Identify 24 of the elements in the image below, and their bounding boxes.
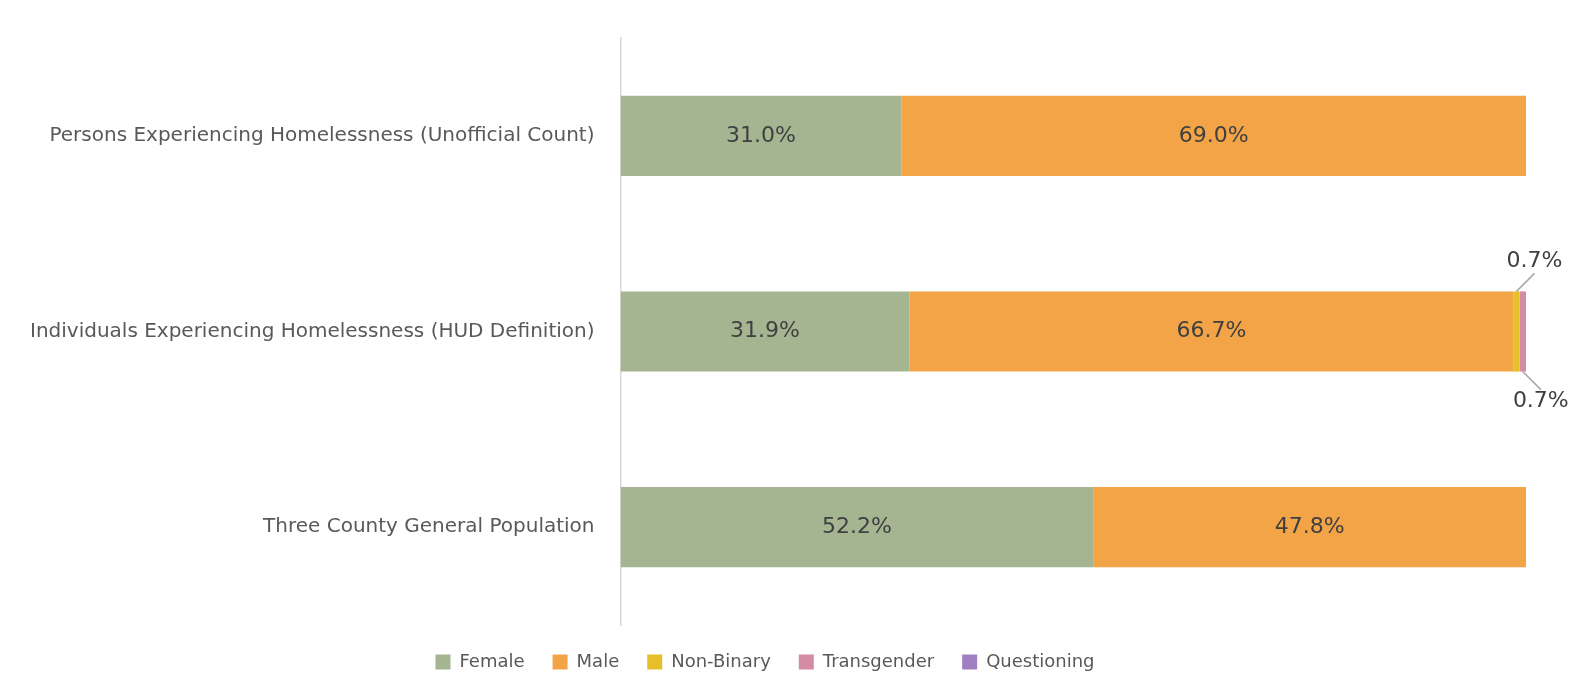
y-tick-label: Persons Experiencing Homelessness (Unofficial Count) bbox=[49, 122, 595, 147]
bar bbox=[620, 487, 1094, 568]
bar bbox=[1513, 291, 1520, 372]
bar bbox=[620, 95, 902, 176]
bar bbox=[1519, 291, 1526, 372]
y-tick-label: Three County General Population bbox=[262, 513, 595, 538]
legend-label: Female bbox=[459, 649, 525, 671]
data-label: 47.8% bbox=[1274, 512, 1345, 538]
legend-label: Male bbox=[576, 649, 620, 671]
bar bbox=[1093, 487, 1526, 568]
data-label: 31.9% bbox=[730, 317, 800, 343]
legend-label: Transgender bbox=[821, 649, 935, 671]
data-label: 66.7% bbox=[1176, 317, 1247, 343]
data-label: 69.0% bbox=[1178, 121, 1249, 147]
data-label: 0.7% bbox=[1512, 387, 1569, 413]
data-label: 52.2% bbox=[821, 512, 892, 538]
bar bbox=[620, 291, 910, 372]
legend-label: Questioning bbox=[986, 649, 1095, 671]
legend-label: Non-Binary bbox=[671, 649, 772, 671]
y-tick-label: Individuals Experiencing Homelessness (HUD Definition) bbox=[29, 317, 595, 342]
bar bbox=[909, 291, 1514, 372]
bar bbox=[901, 95, 1526, 176]
data-label: 31.0% bbox=[725, 121, 796, 147]
data-label: 0.7% bbox=[1506, 247, 1563, 273]
